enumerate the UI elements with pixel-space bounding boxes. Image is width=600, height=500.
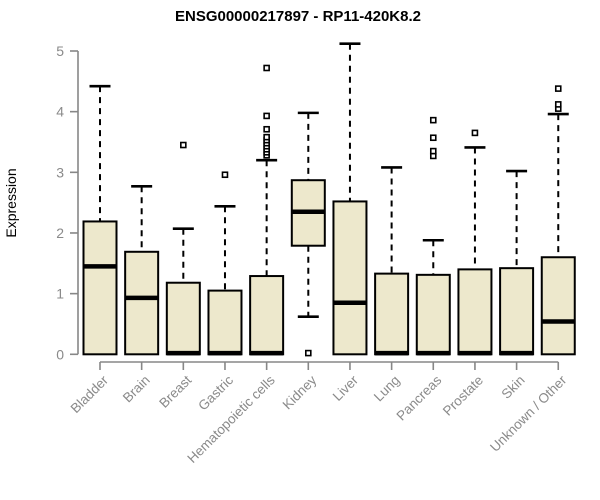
x-category-label: Bladder xyxy=(68,372,112,416)
y-tick-label: 1 xyxy=(56,286,64,302)
outlier-point xyxy=(263,64,270,72)
outlier-point xyxy=(429,116,437,124)
outlier-point xyxy=(180,141,187,149)
box-bladder xyxy=(82,84,118,356)
iqr-box xyxy=(207,289,243,356)
outlier-point xyxy=(304,349,312,357)
outlier-point xyxy=(554,85,562,92)
box-pancreas xyxy=(415,116,451,356)
iqr-box xyxy=(457,268,493,356)
iqr-box xyxy=(415,273,451,356)
x-category-label: Unknown / Other xyxy=(487,372,570,455)
iqr-box xyxy=(540,256,576,356)
x-category-label: Lung xyxy=(371,373,403,405)
outlier-point xyxy=(429,147,437,155)
y-tick-label: 2 xyxy=(56,225,64,241)
outlier-point xyxy=(471,129,479,137)
x-category-label: Skin xyxy=(499,373,528,402)
outlier-point xyxy=(221,171,229,179)
box-kidney xyxy=(290,111,326,357)
x-category-label: Gastric xyxy=(195,372,236,413)
y-tick-label: 3 xyxy=(56,164,64,180)
iqr-box xyxy=(332,200,368,356)
y-tick-label: 4 xyxy=(56,104,64,120)
box-brain xyxy=(124,184,160,356)
axes: 0 1 2 3 4 5 xyxy=(56,43,560,370)
box-breast xyxy=(165,141,201,356)
iqr-box xyxy=(82,220,118,356)
x-category-label: Kidney xyxy=(280,372,320,412)
y-tick-label: 0 xyxy=(56,346,64,362)
iqr-box xyxy=(249,275,285,356)
x-category-label: Pancreas xyxy=(393,372,444,423)
x-category-label: Breast xyxy=(156,372,194,410)
iqr-box xyxy=(374,272,410,356)
x-category-label: Brain xyxy=(120,373,153,406)
box-liver xyxy=(332,42,368,356)
iqr-box xyxy=(499,267,535,356)
x-category-label: Liver xyxy=(330,372,362,404)
iqr-box xyxy=(124,250,160,356)
outlier-point xyxy=(554,101,562,108)
y-tick-label: 5 xyxy=(56,43,64,59)
box-series xyxy=(82,42,576,357)
box-lung xyxy=(374,166,410,356)
x-category-label: Prostate xyxy=(440,373,486,419)
box-hematopoietic-cells xyxy=(249,64,285,356)
box-unknown-other xyxy=(540,85,576,356)
chart-title: ENSG00000217897 - RP11-420K8.2 xyxy=(175,8,421,25)
box-skin xyxy=(499,169,535,356)
box-prostate xyxy=(457,129,493,356)
y-axis-label: Expression xyxy=(3,168,19,237)
outlier-point xyxy=(263,112,270,120)
box-gastric xyxy=(207,171,243,356)
outlier-point xyxy=(263,133,270,141)
outlier-point xyxy=(263,125,270,133)
iqr-box xyxy=(165,281,201,356)
outlier-point xyxy=(429,134,437,142)
